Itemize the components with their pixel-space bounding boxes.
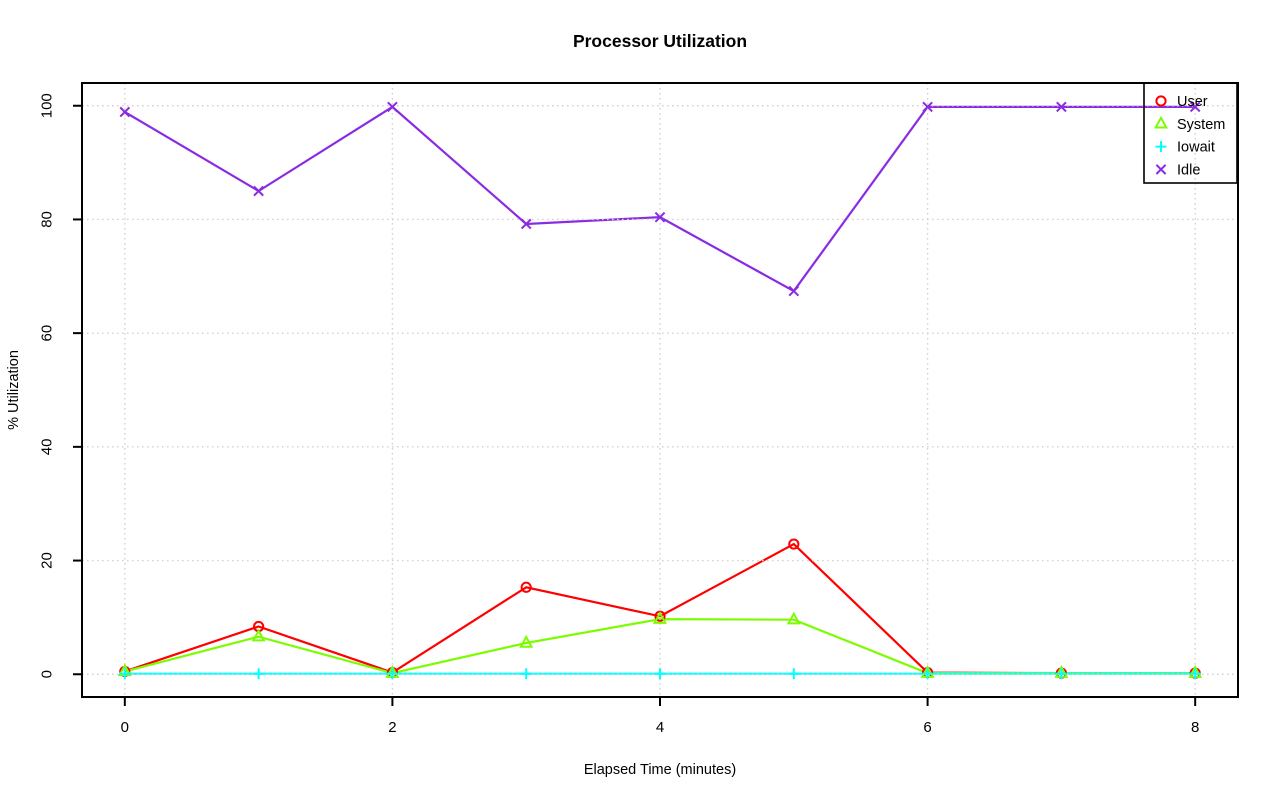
- legend-box: [1143, 82, 1238, 184]
- marker-iowait: [119, 668, 131, 680]
- y-tick-label: 60: [38, 325, 55, 342]
- y-tick-label: 80: [38, 211, 55, 228]
- marker-iowait: [520, 668, 532, 680]
- legend-label-user: User: [1177, 94, 1208, 110]
- x-tick-label: 4: [656, 719, 664, 736]
- marker-idle: [253, 185, 264, 197]
- marker-iowait: [253, 668, 265, 680]
- legend-marker-system: [1154, 115, 1168, 129]
- marker-idle: [654, 211, 666, 223]
- marker-iowait: [1055, 668, 1067, 680]
- marker-system: [786, 611, 801, 625]
- marker-iowait: [922, 668, 934, 680]
- y-tick-label: 100: [38, 93, 55, 118]
- chart-title: Processor Utilization: [572, 31, 748, 51]
- marker-idle: [788, 285, 800, 297]
- series-line-system: [124, 618, 1196, 675]
- x-tick-label: 6: [923, 719, 931, 736]
- marker-idle: [1056, 101, 1067, 113]
- legend-marker-idle: [1155, 164, 1167, 175]
- marker-iowait: [386, 668, 398, 680]
- marker-iowait: [1189, 668, 1201, 680]
- legend-marker-iowait: [1155, 141, 1167, 153]
- x-tick-label: 0: [121, 719, 129, 736]
- x-tick-label: 2: [388, 719, 396, 736]
- legend-marker-user: [1155, 95, 1167, 107]
- y-tick-label: 0: [38, 670, 55, 678]
- plot-border: [81, 82, 1239, 698]
- marker-idle: [922, 101, 933, 113]
- marker-iowait: [654, 668, 666, 680]
- marker-idle: [387, 101, 398, 113]
- legend-label-system: System: [1177, 117, 1225, 133]
- marker-user: [520, 581, 532, 593]
- legend-label-idle: Idle: [1177, 162, 1200, 178]
- y-tick-label: 20: [38, 552, 55, 569]
- marker-user: [788, 538, 800, 550]
- marker-iowait: [788, 668, 800, 680]
- y-tick-label: 40: [38, 439, 55, 456]
- x-tick-label: 8: [1191, 719, 1199, 736]
- x-axis-label: Elapsed Time (minutes): [583, 762, 737, 778]
- marker-system: [251, 628, 266, 642]
- marker-idle: [520, 218, 532, 230]
- legend-label-iowait: Iowait: [1177, 140, 1215, 156]
- marker-system: [653, 611, 667, 624]
- marker-idle: [119, 106, 131, 118]
- marker-system: [519, 634, 534, 648]
- marker-idle: [1189, 101, 1201, 113]
